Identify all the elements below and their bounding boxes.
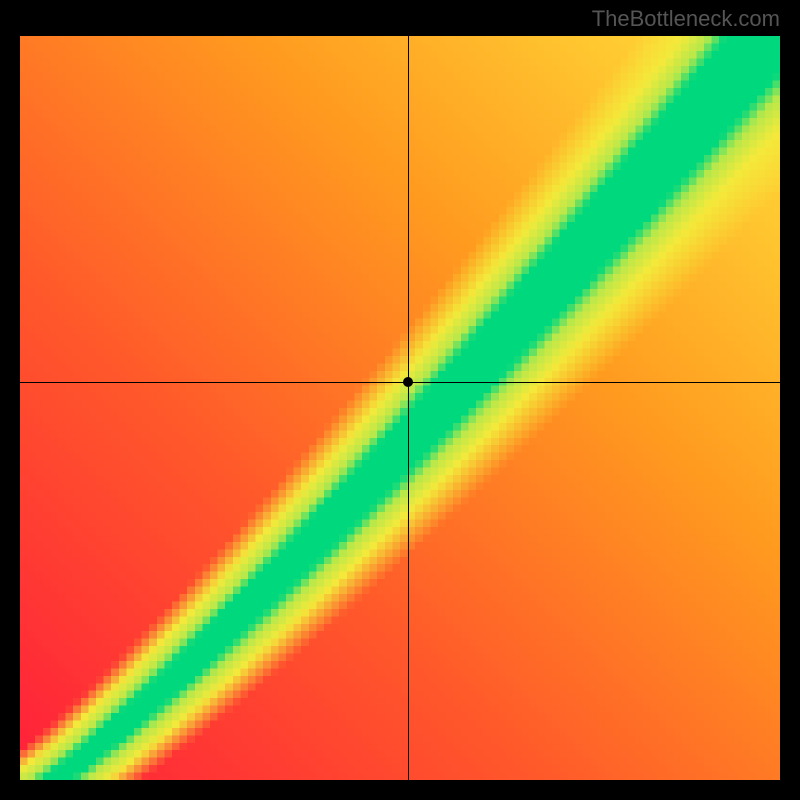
marker-dot bbox=[403, 377, 413, 387]
heatmap-canvas bbox=[20, 36, 780, 780]
chart-container: TheBottleneck.com bbox=[0, 0, 800, 800]
plot-frame bbox=[20, 36, 780, 780]
watermark-text: TheBottleneck.com bbox=[592, 6, 780, 32]
crosshair-vertical bbox=[408, 36, 409, 780]
crosshair-horizontal bbox=[20, 382, 780, 383]
